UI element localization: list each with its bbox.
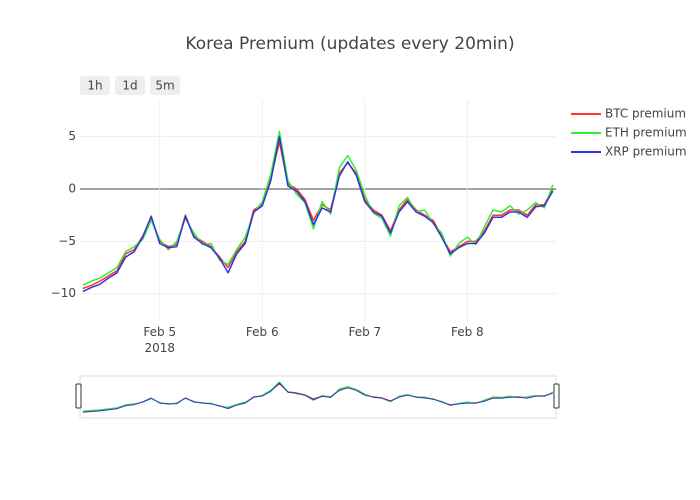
series-line (82, 130, 554, 286)
range-button[interactable] (80, 76, 110, 95)
y-tick-label: −5 (58, 234, 76, 248)
x-tick-label: Feb 6 (246, 325, 279, 339)
series-line (82, 135, 554, 293)
range-button[interactable] (150, 76, 180, 95)
legend-label: BTC premium (605, 107, 686, 121)
range-button-label: 1d (122, 79, 137, 93)
legend-label: XRP premium (605, 145, 687, 159)
range-button-label: 1h (87, 79, 102, 93)
x-tick-label: Feb 7 (348, 325, 381, 339)
range-button[interactable] (115, 76, 145, 95)
slider-handle[interactable] (75, 383, 82, 409)
y-tick-label: 0 (68, 182, 76, 196)
x-tick-label: Feb 8 (451, 325, 484, 339)
y-tick-label: −10 (51, 286, 76, 300)
range-button-label: 5m (155, 79, 174, 93)
x-tick-label: Feb 5 2018 (143, 325, 176, 355)
legend-label: ETH premium (605, 126, 687, 140)
series-line (82, 141, 554, 290)
slider-line (82, 382, 553, 413)
chart-title: Korea Premium (updates every 20min) (185, 34, 514, 54)
slider-handle[interactable] (553, 383, 560, 409)
y-tick-label: 5 (68, 129, 76, 143)
